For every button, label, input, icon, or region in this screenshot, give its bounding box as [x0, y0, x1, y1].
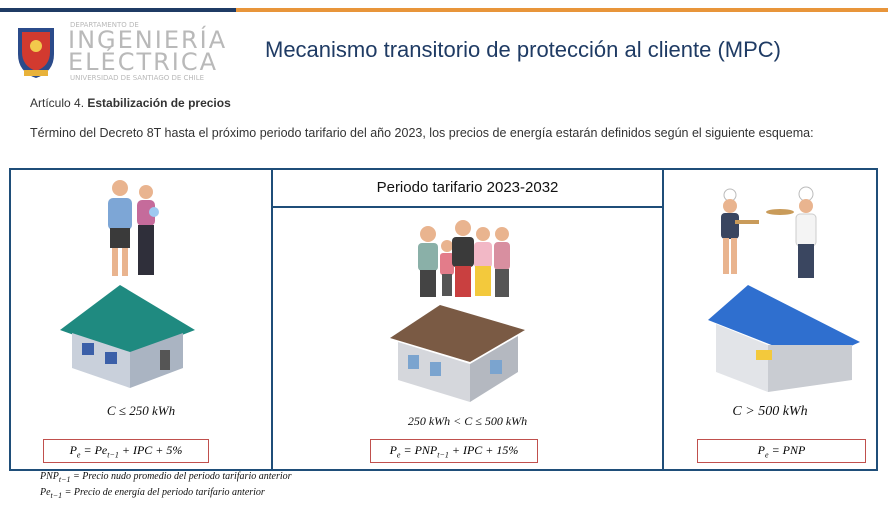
condition: C ≤ 250 kWh	[106, 403, 176, 418]
subscript: e	[765, 450, 769, 460]
formula: Pet−1 = Precio de energía del periodo ta…	[40, 487, 265, 500]
formula-box: Pe = PNP	[697, 439, 866, 463]
formula-text: = PNP	[768, 442, 806, 457]
subscript: e	[396, 450, 401, 460]
top-bar-blue	[0, 8, 236, 12]
formula-text: = Precio nudo promedio del periodo tarif…	[70, 471, 292, 482]
frames	[9, 168, 878, 471]
formula-text: P	[389, 442, 397, 457]
period-header: Periodo tarifario 2023-2032	[376, 179, 559, 196]
article-heading: Estabilización de precios	[87, 96, 231, 110]
condition: C > 500 kWh	[732, 404, 808, 419]
subscript: t−1	[107, 450, 119, 460]
subscript: t−1	[50, 491, 63, 500]
house-large	[708, 285, 860, 392]
slide-title: Mecanismo transitorio de protección al c…	[265, 37, 781, 62]
formula: Pe = PNP	[758, 443, 806, 459]
article: Artículo 4. Estabilización de precios	[30, 96, 231, 110]
footnote: Pet−1 = Precio de energía del periodo ta…	[40, 487, 265, 500]
subscript: t−1	[58, 475, 71, 484]
subscript: t−1	[437, 450, 449, 460]
house-small	[60, 285, 195, 388]
formula-text: = Precio de energía del periodo tarifari…	[62, 487, 265, 498]
couple-illustration	[108, 180, 159, 276]
formula: Pe = PNPt−1 + IPC + 15%	[390, 443, 519, 459]
formula-text: + IPC + 5%	[118, 442, 183, 457]
condition: 250 kWh < C ≤ 500 kWh	[407, 414, 528, 428]
article-paragraph: Término del Decreto 8T hasta el próximo …	[30, 126, 814, 140]
crest	[18, 28, 54, 78]
house-medium	[390, 305, 525, 402]
dept-line: INGENIERÍA	[68, 26, 228, 54]
chefs-illustration	[721, 186, 817, 278]
dept-line: UNIVERSIDAD DE SANTIAGO DE CHILE	[70, 74, 205, 82]
footnote: PNPt−1 = Precio nudo promedio del period…	[40, 471, 292, 484]
dept-line: ELÉCTRICA	[68, 48, 219, 76]
article-label: Artículo 4.	[30, 96, 85, 110]
formula-box: Pe = PNPt−1 + IPC + 15%	[370, 439, 538, 463]
formula-text: Pe	[40, 487, 51, 498]
formula-text: PNP	[40, 471, 59, 482]
formula-text: P	[69, 442, 77, 457]
formula-box: Pe = Pet−1 + IPC + 5%	[43, 439, 209, 463]
formula: Pe = Pet−1 + IPC + 5%	[70, 443, 183, 459]
top-bar-orange	[236, 8, 888, 12]
formula-text: P	[757, 442, 765, 457]
formula-text: = PNP	[400, 442, 438, 457]
dept-line: DEPARTAMENTO DE	[70, 21, 139, 29]
formula-text: + IPC + 15%	[448, 442, 519, 457]
formula-text: = Pe	[80, 442, 108, 457]
family-illustration	[418, 220, 510, 297]
subscript: e	[76, 450, 81, 460]
formula: PNPt−1 = Precio nudo promedio del period…	[40, 471, 292, 484]
